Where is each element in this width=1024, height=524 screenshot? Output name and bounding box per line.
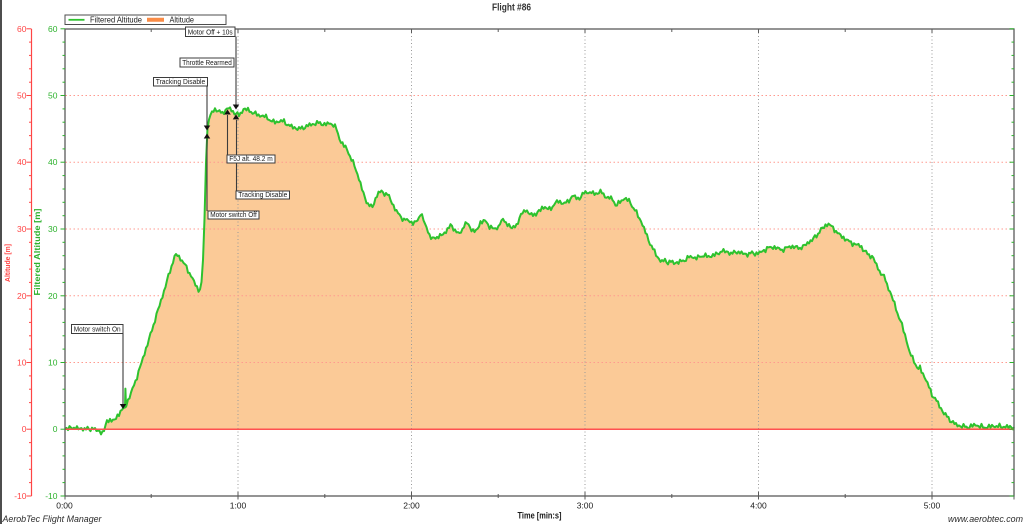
svg-text:Altitude [m]: Altitude [m]	[5, 244, 12, 282]
svg-text:Filtered Altitude [m]: Filtered Altitude [m]	[32, 208, 42, 295]
svg-text:60: 60	[48, 24, 58, 34]
svg-text:60: 60	[17, 24, 27, 34]
svg-text:10: 10	[17, 358, 27, 368]
svg-text:Time [min:s]: Time [min:s]	[518, 511, 562, 521]
svg-text:Motor switch On: Motor switch On	[74, 327, 121, 334]
svg-text:30: 30	[48, 224, 58, 234]
svg-text:10: 10	[48, 358, 58, 368]
svg-text:Throttle Rearmed: Throttle Rearmed	[182, 60, 232, 67]
svg-text:20: 20	[48, 291, 58, 301]
svg-text:0: 0	[53, 424, 58, 434]
svg-text:0: 0	[22, 424, 27, 434]
svg-text:50: 50	[17, 91, 27, 101]
svg-text:1:00: 1:00	[230, 501, 247, 511]
svg-text:2:00: 2:00	[403, 501, 420, 511]
svg-text:50: 50	[48, 91, 58, 101]
svg-text:40: 40	[48, 157, 58, 167]
svg-text:3:00: 3:00	[577, 501, 594, 511]
svg-text:AerobTec Flight Manager: AerobTec Flight Manager	[2, 514, 103, 524]
svg-text:20: 20	[17, 291, 27, 301]
svg-text:Motor switch Off: Motor switch Off	[210, 212, 257, 219]
svg-text:-10: -10	[14, 491, 27, 501]
svg-text:40: 40	[17, 157, 27, 167]
svg-text:Flight #86: Flight #86	[492, 3, 531, 14]
svg-text:5:00: 5:00	[924, 501, 941, 511]
svg-text:Filtered Altitude: Filtered Altitude	[90, 16, 143, 25]
svg-text:Motor Off + 10s: Motor Off + 10s	[188, 30, 233, 37]
svg-text:30: 30	[17, 224, 27, 234]
svg-text:www.aerobtec.com: www.aerobtec.com	[948, 514, 1023, 524]
svg-text:4:00: 4:00	[750, 501, 767, 511]
svg-text:F5J alt. 48.2 m: F5J alt. 48.2 m	[229, 156, 273, 163]
svg-text:0:00: 0:00	[56, 501, 73, 511]
svg-text:Tracking Disable: Tracking Disable	[238, 192, 287, 199]
svg-text:Altitude: Altitude	[170, 16, 195, 25]
svg-text:-10: -10	[45, 491, 58, 501]
svg-text:Tracking Disable: Tracking Disable	[156, 79, 206, 86]
